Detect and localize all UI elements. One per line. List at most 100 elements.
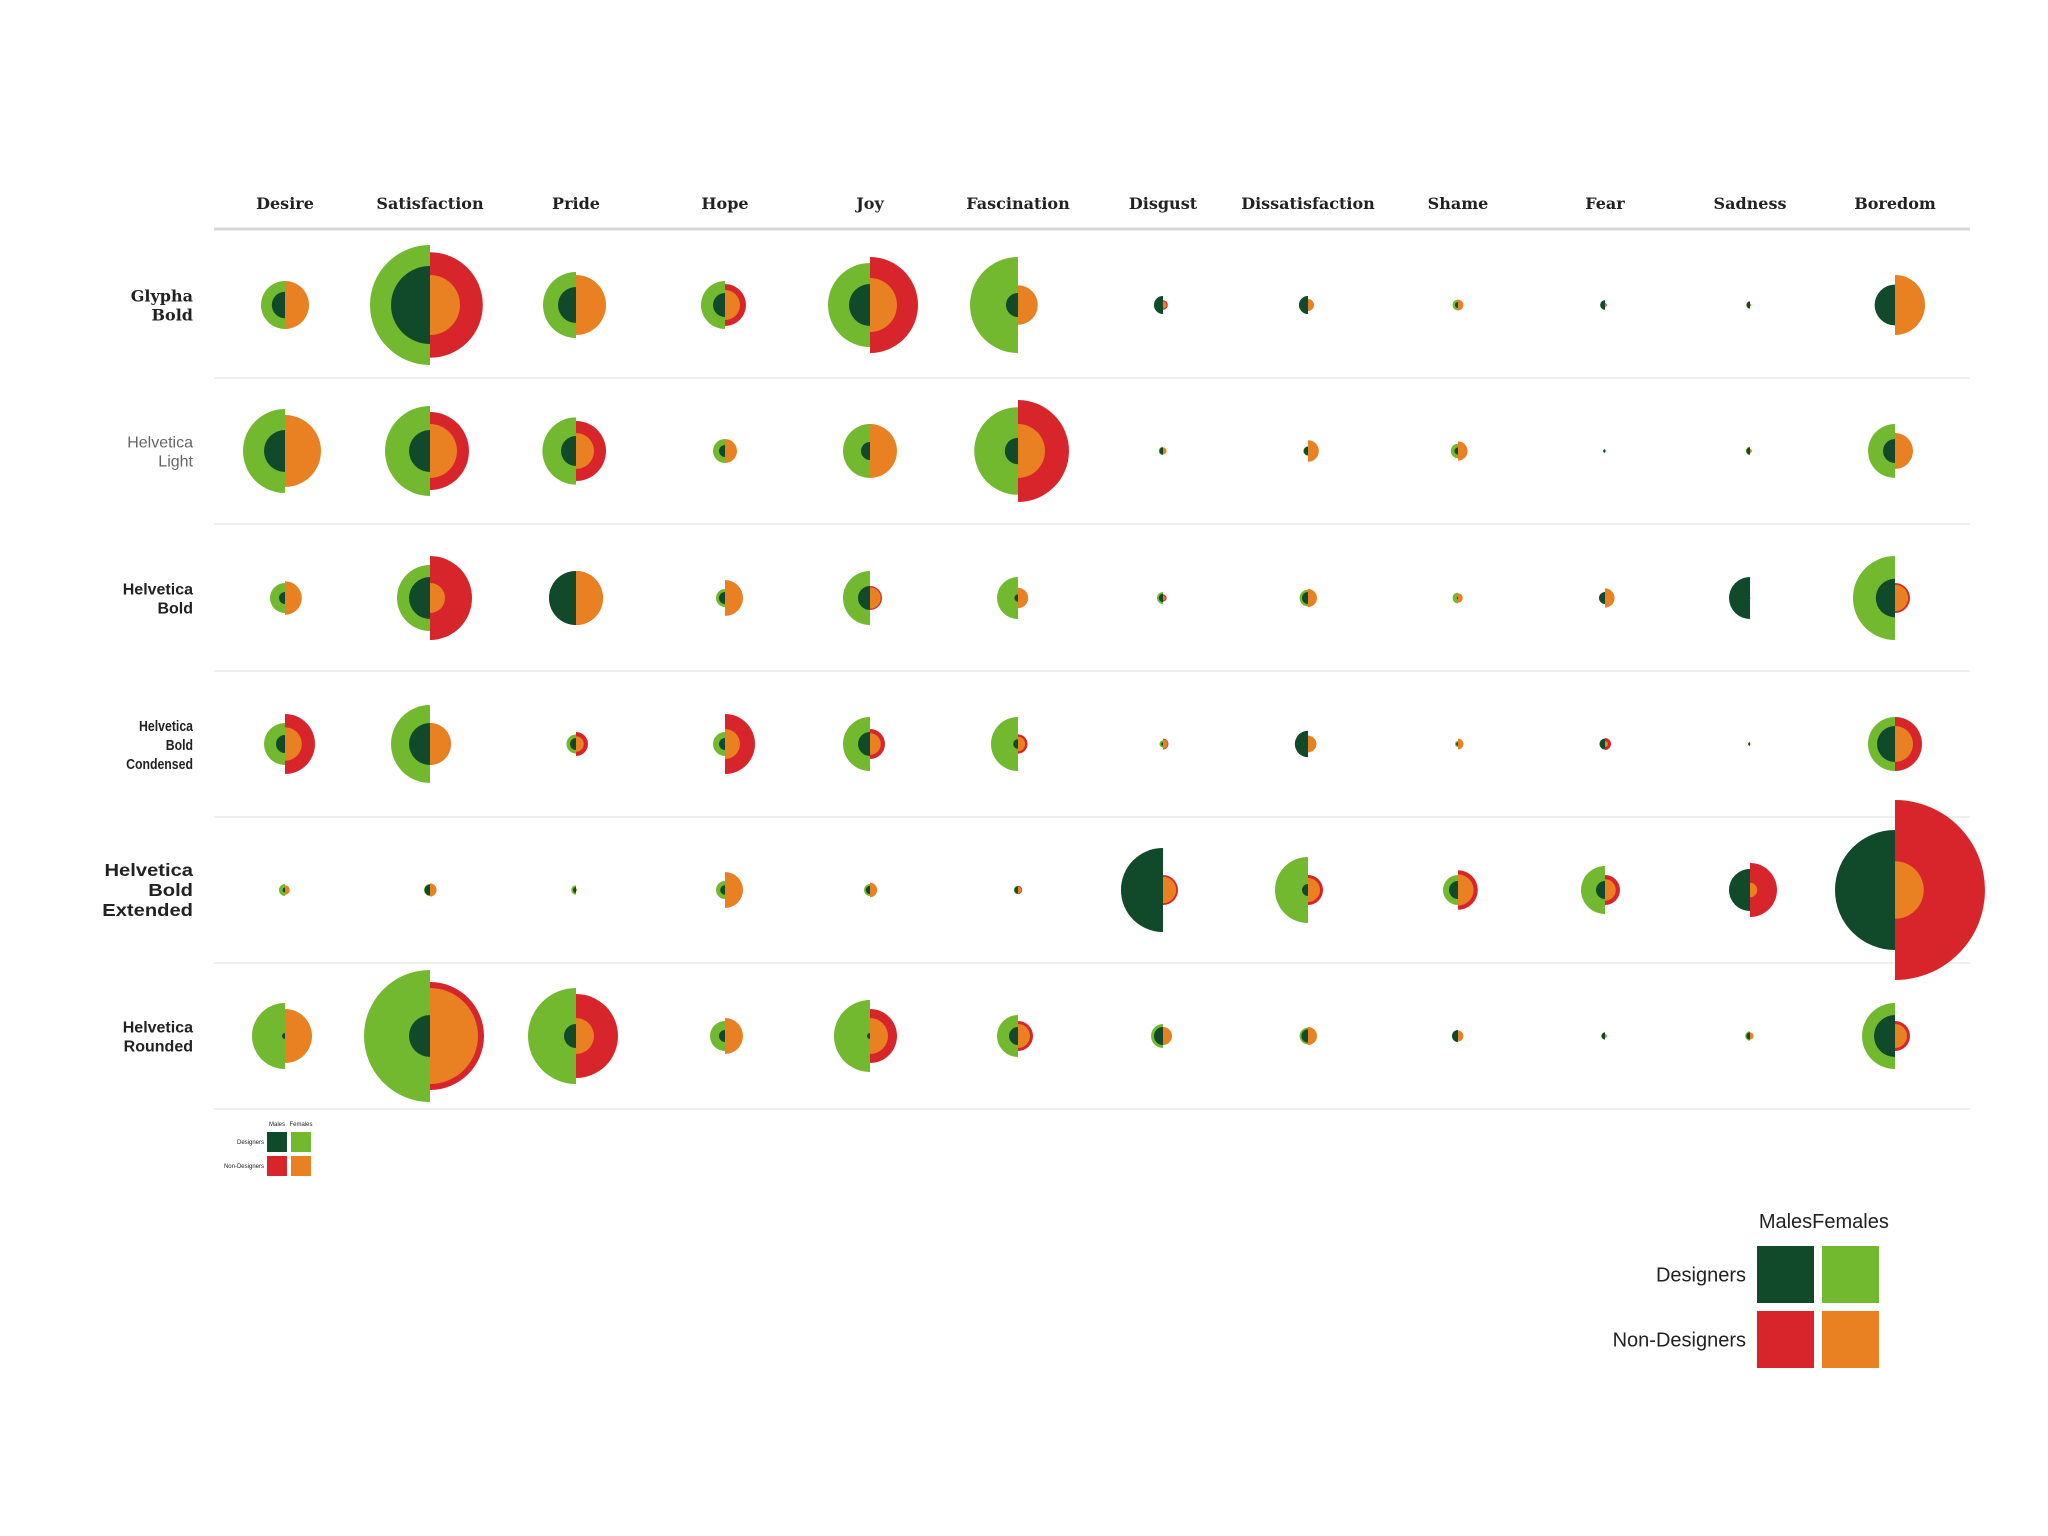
designers-male-half	[570, 738, 576, 750]
designers-female-half	[843, 571, 870, 625]
glyph-helvetica-bold-extended-pride	[571, 885, 578, 895]
non-designers-female-half	[1605, 303, 1607, 307]
non-designers-female-half	[1458, 593, 1463, 603]
non-designers-female-half	[725, 729, 740, 759]
glyph-helvetica-bold-extended-shame	[1443, 870, 1478, 910]
designers-male-half	[1006, 293, 1018, 317]
non-designers-female-half	[285, 885, 290, 895]
designers-male-half	[1456, 742, 1458, 746]
non-designers-female-half	[430, 583, 445, 613]
non-designers-female-half	[1163, 595, 1166, 601]
non-designers-female-half	[1018, 285, 1038, 325]
designers-male-half	[1454, 447, 1458, 455]
row-label-line: Bold	[166, 737, 193, 753]
glyph-helvetica-rounded-shame	[1452, 1030, 1464, 1042]
non-designers-female-half	[1308, 1027, 1317, 1045]
designers-female-half	[1868, 424, 1895, 478]
glyph-helvetica-light-joy	[843, 424, 897, 478]
glyph-helvetica-rounded-fascination	[997, 1015, 1033, 1057]
designers-male-half	[264, 430, 285, 472]
non-designers-female-half	[285, 727, 302, 761]
legend-col-header-males: Males	[1759, 1211, 1812, 1233]
non-designers-female-half	[870, 587, 881, 609]
designers-female-half	[970, 257, 1018, 353]
glyph-helvetica-rounded-pride	[528, 988, 618, 1084]
column-header-pride: Pride	[552, 194, 600, 213]
designers-male-half	[1874, 1015, 1895, 1057]
designers-male-half	[1154, 296, 1163, 314]
non-designers-female-half	[870, 278, 897, 332]
mini-legend-col-header-males: Males	[269, 1122, 285, 1128]
non-designers-female-half	[1163, 447, 1167, 455]
row-label-line: Helvetica	[104, 861, 193, 881]
non-designers-female-half	[1750, 303, 1752, 307]
designers-male-half	[1449, 881, 1458, 899]
non-designers-female-half	[430, 275, 460, 335]
non-designers-female-half	[1018, 587, 1029, 609]
designers-male-half	[1009, 1027, 1018, 1045]
non-designers-female-half	[1895, 433, 1913, 469]
designers-male-half	[558, 287, 576, 323]
glyph-glypha-bold-boredom	[1874, 275, 1925, 335]
non-designers-female-half	[1605, 1034, 1607, 1038]
mini-legend-swatch-designers-female	[291, 1132, 311, 1152]
designers-male-half	[1301, 1029, 1308, 1043]
designers-male-half	[1875, 578, 1895, 618]
row-label-line: Condensed	[126, 756, 193, 772]
designers-male-half	[1154, 1027, 1163, 1045]
non-designers-female-half	[1750, 449, 1752, 453]
designers-male-half	[719, 1030, 725, 1042]
designers-female-half	[1452, 592, 1458, 604]
designers-male-half	[1452, 1030, 1458, 1042]
glyph-helvetica-rounded-dissatisfaction	[1299, 1027, 1317, 1045]
non-designers-female-half	[1308, 299, 1314, 311]
designers-male-half	[573, 887, 576, 893]
non-designers-female-half	[1308, 440, 1319, 462]
designers-female-half	[991, 717, 1018, 771]
glyph-helvetica-bold-extended-disgust	[1121, 848, 1178, 932]
designers-male-half	[1877, 726, 1895, 762]
designers-male-half	[1874, 284, 1895, 326]
glyph-helvetica-bold-dissatisfaction	[1299, 589, 1317, 607]
non-designers-female-half	[430, 723, 451, 765]
non-designers-female-half	[870, 424, 897, 478]
glyph-helvetica-bold-condensed-shame	[1455, 738, 1464, 750]
designers-female-half	[710, 1021, 725, 1051]
designers-female-half	[1581, 866, 1605, 914]
non-designers-female-half	[1163, 739, 1168, 749]
non-designers-female-half	[1163, 876, 1177, 904]
glyph-glypha-bold-shame	[1452, 299, 1464, 311]
row-label-line: Bold	[157, 601, 193, 618]
column-header-hope: Hope	[701, 194, 748, 213]
non-designers-female-half	[1895, 726, 1913, 762]
row-label-helvetica-rounded: Helvetica Rounded	[123, 1020, 193, 1056]
glyph-helvetica-bold-fear	[1599, 588, 1615, 608]
legend-swatch-designers-female	[1822, 1246, 1879, 1303]
glyph-helvetica-light-fascination	[974, 400, 1069, 502]
non-designers-female-half	[1750, 597, 1751, 599]
designers-female-half	[270, 583, 285, 613]
glyph-helvetica-bold-extended-sadness	[1729, 863, 1777, 917]
non-designers-female-half	[576, 275, 606, 335]
column-header-dissatisfaction: Dissatisfaction	[1241, 194, 1375, 213]
designers-male-half	[720, 885, 725, 895]
glyph-helvetica-rounded-sadness	[1745, 1031, 1754, 1041]
non-designers-female-half	[1458, 874, 1474, 906]
non-designers-female-half	[725, 872, 743, 908]
mini-legend-col-header-females: Females	[289, 1122, 312, 1128]
designers-male-half	[1883, 439, 1895, 463]
designers-male-half	[1161, 742, 1163, 746]
glyph-helvetica-light-satisfaction	[385, 406, 469, 496]
column-headers: Desire Satisfaction Pride Hope Joy Fascinatio…	[256, 194, 1936, 213]
non-designers-female-half	[576, 888, 578, 892]
row-label-line: Rounded	[124, 1039, 193, 1056]
non-designers-female-half	[870, 733, 881, 755]
glyph-helvetica-bold-sadness	[1729, 577, 1751, 619]
non-designers-female-half	[576, 1018, 594, 1054]
designers-male-half	[1596, 881, 1605, 899]
mini-legend-row-header-designers: Designers	[237, 1140, 264, 1146]
designers-male-half	[1600, 300, 1605, 310]
non-designers-female-half	[725, 1018, 743, 1054]
glyph-helvetica-bold-hope	[716, 580, 743, 616]
